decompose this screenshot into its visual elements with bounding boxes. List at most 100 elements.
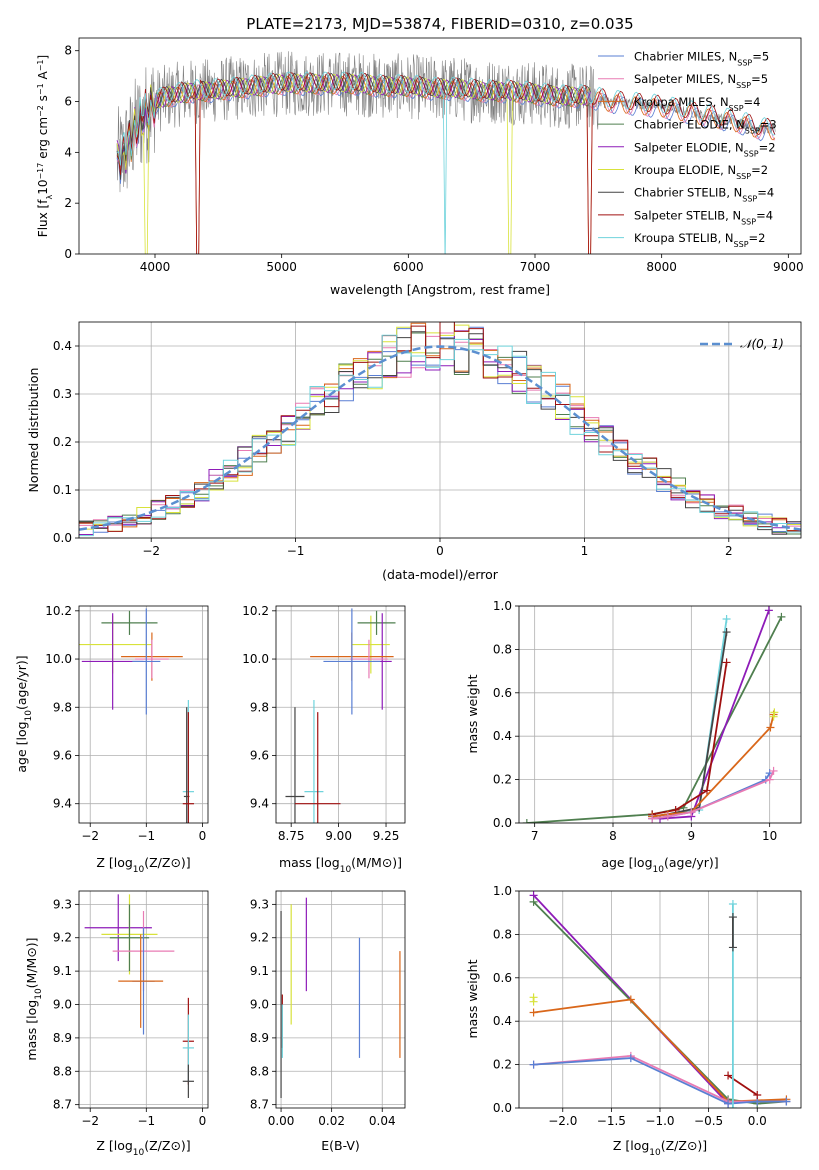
data-point-marker <box>724 1071 733 1080</box>
y-axis-label: mass [log10(M/M⊙)] <box>24 937 44 1060</box>
x-tick-label: 0 <box>199 829 207 843</box>
age-vs-mass-plot: 8.75 9.00 9.25 9.4 9.6 9.8 10.0 10.2 mass [log10… <box>242 604 406 875</box>
y-tick-label: 0.8 <box>493 927 512 941</box>
axes-frame <box>78 37 802 255</box>
y-tick-label: 9.3 <box>53 897 72 911</box>
y-tick-label: 0.6 <box>493 971 512 985</box>
spectrum-title: PLATE=2173, MJD=53874, FIBERID=0310, z=0… <box>246 15 633 33</box>
data-point-marker <box>765 775 774 784</box>
y-tick-label: 9.6 <box>250 748 269 762</box>
legend-label: Chabrier STELIB, NSSP=4 <box>634 186 774 204</box>
data-point-marker <box>722 658 731 667</box>
data-point-marker <box>663 812 672 821</box>
x-tick-label: −1.0 <box>645 1114 674 1128</box>
data-point-marker <box>529 897 538 906</box>
y-tick-label: 8.9 <box>250 1031 269 1045</box>
x-tick-label: 8000 <box>646 260 677 274</box>
x-tick-label: −1.5 <box>597 1114 626 1128</box>
x-axis-label: wavelength [Angstrom, rest frame] <box>330 282 550 297</box>
plot-area <box>280 897 401 1098</box>
y-tick-label: 0 <box>64 247 72 261</box>
legend-label: Chabrier MILES, NSSP=5 <box>634 50 769 68</box>
y-tick-label: 9.4 <box>250 797 269 811</box>
x-tick-label: −1 <box>137 829 155 843</box>
y-axis-label: Normed distribution <box>26 368 41 493</box>
axes-frame <box>275 890 406 1109</box>
mass-vs-metallicity-plot: −2 −1 0 8.7 8.8 8.9 9.0 9.1 9.2 9.3 Z [log10(Z/Z⊙)… <box>24 890 209 1158</box>
y-tick-label: 0.1 <box>53 483 72 497</box>
mass-weight-vs-age-plot: 7 8 9 10 0.0 0.2 0.4 0.6 0.8 1.0 age [log10(age/yr… <box>465 599 802 875</box>
y-tick-label: 8.9 <box>53 1031 72 1045</box>
data-point-marker <box>764 606 773 615</box>
legend-label: Kroupa MILES, NSSP=4 <box>634 95 760 113</box>
x-axis-label: age [log10(age/yr)] <box>601 855 718 875</box>
y-tick-label: 8.8 <box>53 1064 72 1078</box>
y-tick-label: 10.2 <box>45 604 72 618</box>
x-axis-label: E(B-V) <box>321 1138 360 1153</box>
data-point-marker <box>777 612 786 621</box>
plot-area <box>79 608 194 823</box>
x-tick-label: 0.04 <box>369 1114 396 1128</box>
x-tick-label: −2.0 <box>548 1114 577 1128</box>
residual-histogram-line <box>79 322 801 532</box>
data-point-marker <box>766 723 775 732</box>
plot-area <box>529 891 791 1108</box>
y-tick-label: 9.0 <box>53 998 72 1012</box>
x-tick-label: −0.5 <box>694 1114 723 1128</box>
y-tick-label: 8.7 <box>53 1098 72 1112</box>
y-tick-label: 9.2 <box>53 931 72 945</box>
data-point-marker <box>687 808 696 817</box>
x-tick-label: 0.0 <box>748 1114 767 1128</box>
x-tick-label: 1 <box>581 544 589 558</box>
x-axis-label: Z [log10(Z/Z⊙)] <box>96 1138 190 1158</box>
data-point-marker <box>728 943 737 952</box>
series-line <box>526 616 783 823</box>
age-vs-metallicity-plot: −2 −1 0 9.4 9.6 9.8 10.0 10.2 Z [log10(Z/Z⊙)] age… <box>14 604 209 875</box>
y-tick-label: 9.4 <box>53 797 72 811</box>
y-tick-label: 10.0 <box>45 652 72 666</box>
x-tick-label: 2 <box>725 544 733 558</box>
y-tick-label: 10.0 <box>242 652 269 666</box>
x-tick-label: −2 <box>81 1114 99 1128</box>
x-tick-label: −2 <box>81 829 99 843</box>
y-axis-label: mass weight <box>465 959 480 1038</box>
y-tick-label: 0.4 <box>53 339 72 353</box>
x-tick-label: 8.75 <box>278 829 305 843</box>
x-tick-label: 9000 <box>773 260 804 274</box>
y-tick-label: 9.3 <box>250 897 269 911</box>
x-tick-label: 9.25 <box>373 829 400 843</box>
data-point-marker <box>724 1099 733 1108</box>
data-point-marker <box>722 615 731 624</box>
model-spectrum-line <box>116 76 776 178</box>
data-point-marker <box>626 995 635 1004</box>
y-tick-label: 1.0 <box>493 599 512 613</box>
y-tick-label: 9.1 <box>250 964 269 978</box>
data-point-marker <box>626 1054 635 1063</box>
series-line <box>652 714 775 818</box>
data-point-marker <box>769 766 778 775</box>
x-tick-label: 0 <box>436 544 444 558</box>
x-tick-label: 9 <box>688 829 696 843</box>
y-tick-label: 8.8 <box>250 1064 269 1078</box>
series-line <box>652 631 728 818</box>
data-point-marker <box>728 900 737 909</box>
model-spectrum-line <box>116 73 591 254</box>
y-tick-label: 9.6 <box>53 748 72 762</box>
residual-histogram-line <box>79 334 801 537</box>
x-axis-label: Z [log10(Z/Z⊙)] <box>613 1138 707 1158</box>
legend-label: Kroupa STELIB, NSSP=2 <box>634 231 765 249</box>
data-point-marker <box>728 1104 737 1108</box>
y-tick-label: 9.0 <box>250 998 269 1012</box>
residual-histogram-plot: −2 −1 0 1 2 0.0 0.1 0.2 0.3 0.4 𝒩(0, 1) (data-model… <box>26 321 802 582</box>
x-tick-label: 6000 <box>393 260 424 274</box>
data-point-marker <box>671 805 680 814</box>
x-axis-label: mass [log10(M/M⊙)] <box>279 855 402 875</box>
y-tick-label: 4 <box>64 145 72 159</box>
x-tick-label: 0.02 <box>318 1114 345 1128</box>
x-tick-label: 0 <box>199 1114 207 1128</box>
data-point-marker <box>529 1060 538 1069</box>
y-tick-label: 8.7 <box>250 1098 269 1112</box>
data-point-marker <box>769 712 778 721</box>
y-tick-label: 8 <box>64 44 72 58</box>
legend-label: Chabrier ELODIE, NSSP=3 <box>634 118 777 136</box>
